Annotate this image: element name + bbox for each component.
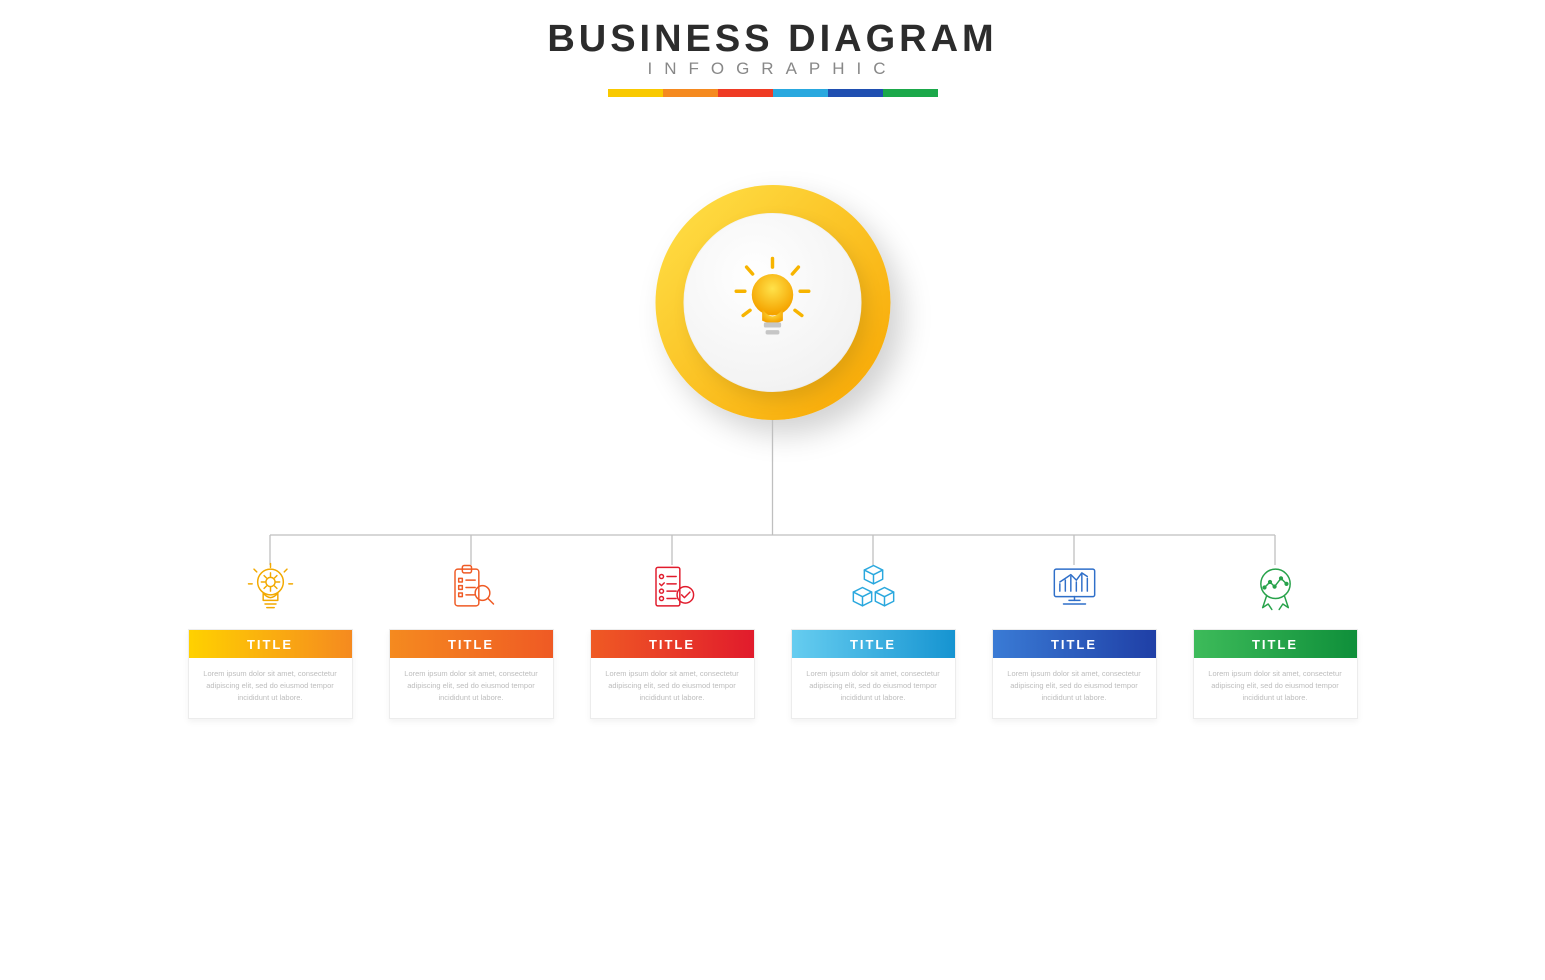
card-body: Lorem ipsum dolor sit amet, consectetur … — [189, 658, 352, 718]
analytics-badge-icon — [1248, 560, 1303, 615]
card-title: TITLE — [591, 630, 754, 658]
info-card: TITLELorem ipsum dolor sit amet, consect… — [992, 629, 1157, 719]
card-column: TITLELorem ipsum dolor sit amet, consect… — [389, 560, 554, 719]
card-column: TITLELorem ipsum dolor sit amet, consect… — [188, 560, 353, 719]
monitor-chart-icon — [1047, 560, 1102, 615]
main-title: BUSINESS DIAGRAM — [0, 18, 1545, 61]
card-body: Lorem ipsum dolor sit amet, consectetur … — [993, 658, 1156, 718]
card-body: Lorem ipsum dolor sit amet, consectetur … — [1194, 658, 1357, 718]
info-card: TITLELorem ipsum dolor sit amet, consect… — [590, 629, 755, 719]
card-title: TITLE — [189, 630, 352, 658]
card-column: TITLELorem ipsum dolor sit amet, consect… — [791, 560, 956, 719]
card-body: Lorem ipsum dolor sit amet, consectetur … — [792, 658, 955, 718]
card-column: TITLELorem ipsum dolor sit amet, consect… — [590, 560, 755, 719]
card-body: Lorem ipsum dolor sit amet, consectetur … — [390, 658, 553, 718]
card-title: TITLE — [993, 630, 1156, 658]
info-card: TITLELorem ipsum dolor sit amet, consect… — [1193, 629, 1358, 719]
cubes-icon — [846, 560, 901, 615]
color-strip-segment — [663, 89, 718, 97]
document-check-icon — [645, 560, 700, 615]
color-strip-segment — [883, 89, 938, 97]
color-strip-segment — [718, 89, 773, 97]
card-column: TITLELorem ipsum dolor sit amet, consect… — [1193, 560, 1358, 719]
bulb-gear-icon — [243, 560, 298, 615]
card-title: TITLE — [792, 630, 955, 658]
color-strip-segment — [608, 89, 663, 97]
header: BUSINESS DIAGRAM INFOGRAPHIC — [0, 0, 1545, 97]
center-inner — [683, 213, 862, 392]
card-title: TITLE — [390, 630, 553, 658]
lightbulb-icon — [728, 255, 818, 350]
color-strip-segment — [773, 89, 828, 97]
color-strip-segment — [828, 89, 883, 97]
card-title: TITLE — [1194, 630, 1357, 658]
color-strip — [0, 89, 1545, 97]
info-card: TITLELorem ipsum dolor sit amet, consect… — [791, 629, 956, 719]
info-card: TITLELorem ipsum dolor sit amet, consect… — [188, 629, 353, 719]
subtitle: INFOGRAPHIC — [0, 59, 1545, 79]
clipboard-search-icon — [444, 560, 499, 615]
card-row: TITLELorem ipsum dolor sit amet, consect… — [0, 560, 1545, 719]
center-node — [655, 185, 890, 420]
card-column: TITLELorem ipsum dolor sit amet, consect… — [992, 560, 1157, 719]
card-body: Lorem ipsum dolor sit amet, consectetur … — [591, 658, 754, 718]
info-card: TITLELorem ipsum dolor sit amet, consect… — [389, 629, 554, 719]
